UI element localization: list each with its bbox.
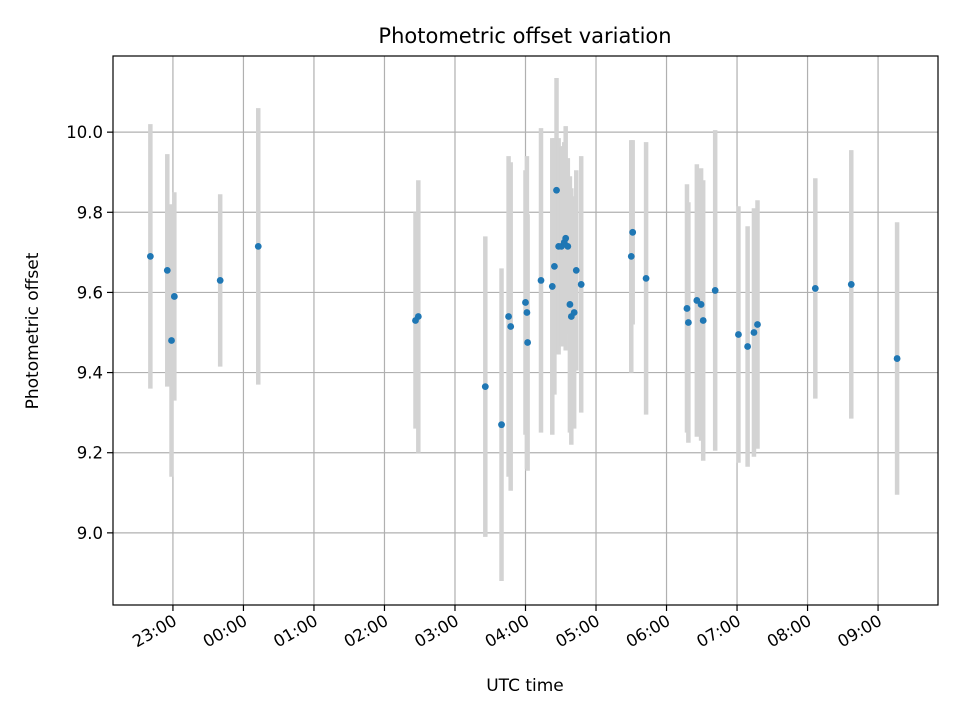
data-point bbox=[562, 234, 570, 242]
data-point bbox=[711, 287, 719, 294]
data-point bbox=[254, 242, 262, 250]
data-point bbox=[572, 266, 580, 274]
y-axis-ticks: 9.0 9.2 9.4 9.6 9.8 10.0 bbox=[66, 123, 113, 543]
y-tick-label: 10.0 bbox=[66, 123, 103, 142]
y-tick-label: 9.0 bbox=[77, 524, 103, 543]
data-point bbox=[577, 281, 585, 288]
data-point bbox=[683, 305, 691, 312]
data-point bbox=[811, 285, 819, 292]
data-point bbox=[522, 299, 529, 306]
data-point bbox=[566, 301, 574, 308]
data-point bbox=[168, 337, 175, 344]
data-point bbox=[893, 355, 901, 362]
data-point bbox=[699, 317, 707, 324]
chart-title: Photometric offset variation bbox=[378, 24, 671, 48]
data-point bbox=[551, 262, 558, 270]
y-tick-label: 9.2 bbox=[77, 444, 103, 463]
data-point bbox=[735, 331, 742, 338]
data-point bbox=[750, 329, 758, 336]
data-point bbox=[523, 309, 531, 316]
data-point bbox=[697, 301, 705, 308]
data-point bbox=[847, 281, 855, 288]
x-axis-label: UTC time bbox=[486, 676, 564, 696]
data-point bbox=[163, 266, 171, 274]
data-point bbox=[537, 277, 545, 284]
data-point bbox=[505, 313, 512, 320]
data-point bbox=[744, 343, 752, 350]
data-point bbox=[693, 297, 701, 304]
data-point bbox=[684, 319, 692, 326]
y-axis-label: Photometric offset bbox=[23, 252, 43, 409]
data-point bbox=[524, 339, 532, 346]
data-point bbox=[553, 186, 560, 194]
data-point bbox=[414, 313, 422, 320]
data-point bbox=[146, 252, 154, 260]
data-point bbox=[570, 309, 578, 316]
data-point bbox=[481, 383, 489, 391]
data-point bbox=[564, 242, 572, 250]
data-point bbox=[170, 293, 178, 300]
data-point bbox=[754, 321, 761, 328]
data-point bbox=[548, 283, 556, 290]
y-tick-label: 9.8 bbox=[77, 203, 103, 222]
data-point bbox=[507, 323, 515, 330]
data-point bbox=[642, 275, 650, 282]
data-point bbox=[627, 252, 635, 260]
y-tick-label: 9.6 bbox=[77, 283, 103, 302]
data-point bbox=[629, 228, 637, 236]
data-point bbox=[216, 277, 224, 284]
y-tick-label: 9.4 bbox=[77, 364, 103, 383]
data-points bbox=[146, 186, 901, 429]
data-point bbox=[498, 421, 505, 429]
